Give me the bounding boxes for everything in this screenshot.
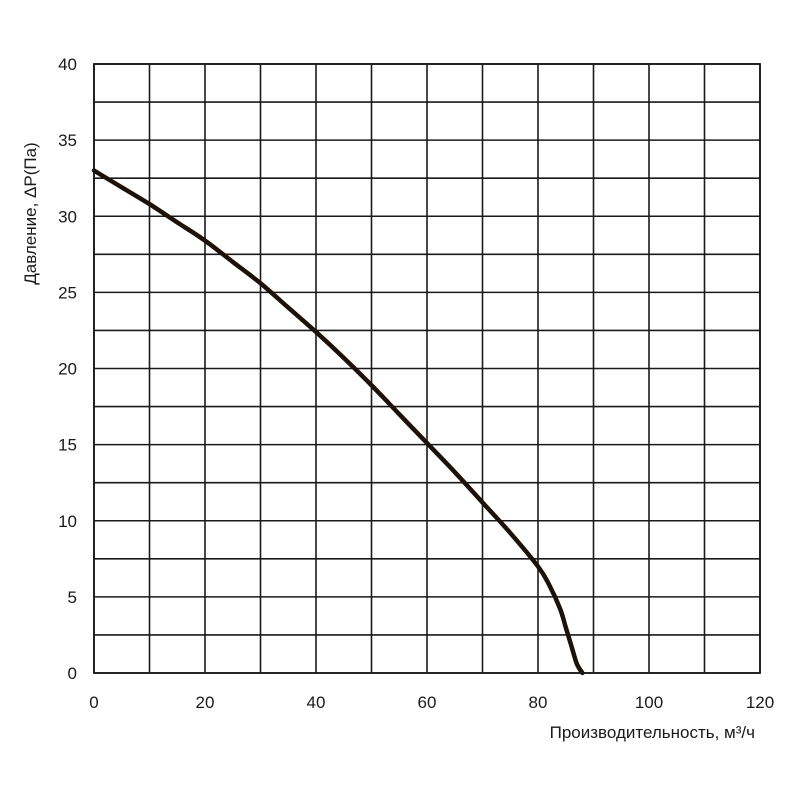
y-tick-label: 30: [58, 207, 77, 226]
x-tick-label: 0: [89, 693, 98, 712]
y-tick-label: 5: [68, 588, 77, 607]
y-axis-label: Давление, ΔP(Па): [21, 142, 40, 284]
x-tick-label: 20: [196, 693, 215, 712]
grid: [93, 63, 761, 674]
y-tick-label: 40: [58, 55, 77, 74]
y-tick-label: 0: [68, 664, 77, 683]
x-tick-label: 40: [307, 693, 326, 712]
y-tick-label: 10: [58, 512, 77, 531]
plot-frame: [93, 63, 761, 674]
x-tick-label: 100: [635, 693, 663, 712]
y-tick-label: 35: [58, 131, 77, 150]
series-line: [91, 168, 585, 676]
x-tick-label: 80: [529, 693, 548, 712]
x-tick-label: 60: [418, 693, 437, 712]
x-tick-label: 120: [746, 693, 774, 712]
x-tick-labels: 0 20 40 60 80 100 120: [89, 693, 774, 712]
y-tick-labels: 0 5 10 15 20 25 30 35 40: [58, 55, 77, 683]
x-axis-label: Производительность, м³/ч: [550, 723, 755, 742]
y-tick-label: 25: [58, 283, 77, 302]
y-tick-label: 15: [58, 436, 77, 455]
y-tick-label: 20: [58, 360, 77, 379]
